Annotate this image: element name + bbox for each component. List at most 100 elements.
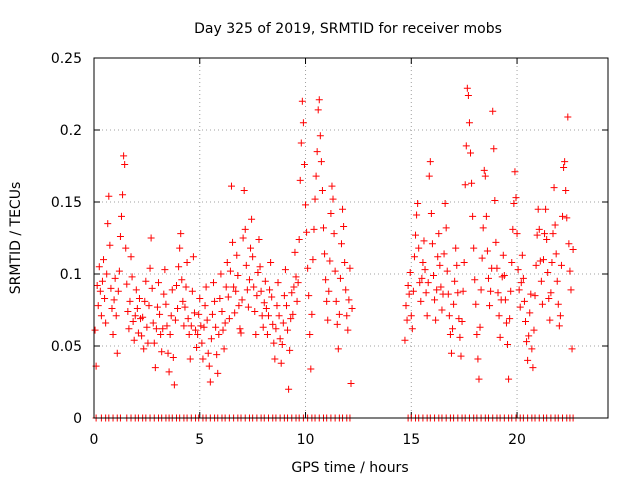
data-point	[109, 330, 117, 338]
data-point	[495, 312, 503, 320]
data-point	[459, 287, 467, 295]
data-point	[190, 309, 198, 317]
data-point	[527, 290, 535, 298]
data-point	[193, 343, 201, 351]
data-point	[500, 271, 508, 279]
data-point	[492, 238, 500, 246]
data-point	[116, 233, 124, 241]
data-point	[235, 302, 243, 310]
data-point	[179, 297, 187, 305]
data-point	[100, 256, 108, 264]
data-point	[103, 270, 111, 278]
data-point	[119, 191, 127, 199]
y-tick-label: 0.1	[60, 267, 82, 283]
data-point	[340, 222, 348, 230]
data-point	[167, 312, 175, 320]
x-tick-label: 10	[297, 432, 315, 448]
data-point	[247, 244, 255, 252]
data-point	[334, 345, 342, 353]
data-point	[321, 250, 329, 258]
data-point	[333, 320, 341, 328]
data-point	[110, 296, 118, 304]
data-point	[155, 279, 163, 287]
data-point	[535, 225, 543, 233]
data-point	[224, 293, 232, 301]
data-point	[250, 283, 258, 291]
data-point	[271, 355, 279, 363]
data-point	[435, 230, 443, 238]
data-point	[329, 195, 337, 203]
data-point	[149, 319, 157, 327]
data-point	[163, 322, 171, 330]
data-point	[424, 279, 432, 287]
data-point	[413, 211, 421, 219]
data-point	[423, 312, 431, 320]
data-point	[194, 330, 202, 338]
data-point	[452, 244, 460, 252]
data-point	[520, 297, 528, 305]
data-point	[196, 294, 204, 302]
gridlines	[94, 58, 608, 418]
data-point	[548, 258, 556, 266]
data-point	[96, 287, 104, 295]
data-point	[553, 277, 561, 285]
data-point	[450, 300, 458, 308]
plot-frame	[93, 57, 609, 419]
data-point	[526, 309, 534, 317]
data-point	[160, 290, 168, 298]
data-point	[421, 266, 429, 274]
data-point	[347, 379, 355, 387]
data-point	[471, 276, 479, 284]
data-point	[555, 322, 563, 330]
chart-title: Day 325 of 2019, SRMTID for receiver mob…	[194, 21, 502, 37]
data-point	[314, 106, 322, 114]
y-axis-label: SRMTID / TECUs	[8, 182, 24, 295]
data-point	[281, 266, 289, 274]
data-point	[562, 186, 570, 194]
data-point	[505, 375, 513, 383]
data-point	[226, 267, 234, 275]
data-point	[150, 339, 158, 347]
data-point	[418, 274, 426, 282]
data-point	[454, 289, 462, 297]
data-point	[475, 375, 483, 383]
data-point	[174, 305, 182, 313]
data-point	[568, 345, 576, 353]
data-point	[348, 305, 356, 313]
data-point	[261, 277, 269, 285]
data-point	[541, 230, 549, 238]
data-point	[227, 182, 235, 190]
data-point	[346, 264, 354, 272]
data-point	[133, 305, 141, 313]
data-point	[186, 355, 194, 363]
data-point	[569, 246, 577, 254]
x-tick-label: 0	[90, 432, 99, 448]
data-point	[537, 277, 545, 285]
data-point	[172, 282, 180, 290]
data-point	[440, 250, 448, 258]
data-point	[231, 309, 239, 317]
data-point	[141, 297, 149, 305]
x-tick-label: 15	[402, 432, 420, 448]
data-point	[407, 312, 415, 320]
data-point	[93, 282, 101, 290]
tick-labels: 0 5 10 15 20 0 0.05 0.1 0.15 0.2 0.25	[51, 51, 526, 448]
data-point	[443, 267, 451, 275]
data-point	[323, 297, 331, 305]
data-point	[417, 297, 425, 305]
data-point	[175, 263, 183, 271]
data-point	[198, 339, 206, 347]
data-point	[315, 96, 323, 104]
data-point	[523, 338, 531, 346]
data-point	[536, 257, 544, 265]
data-point	[554, 300, 562, 308]
data-point	[91, 326, 99, 334]
data-point	[337, 240, 345, 248]
data-point	[422, 289, 430, 297]
data-point	[206, 378, 214, 386]
data-point	[105, 192, 113, 200]
data-point	[297, 139, 305, 147]
data-point	[217, 270, 225, 278]
data-point	[446, 330, 454, 338]
